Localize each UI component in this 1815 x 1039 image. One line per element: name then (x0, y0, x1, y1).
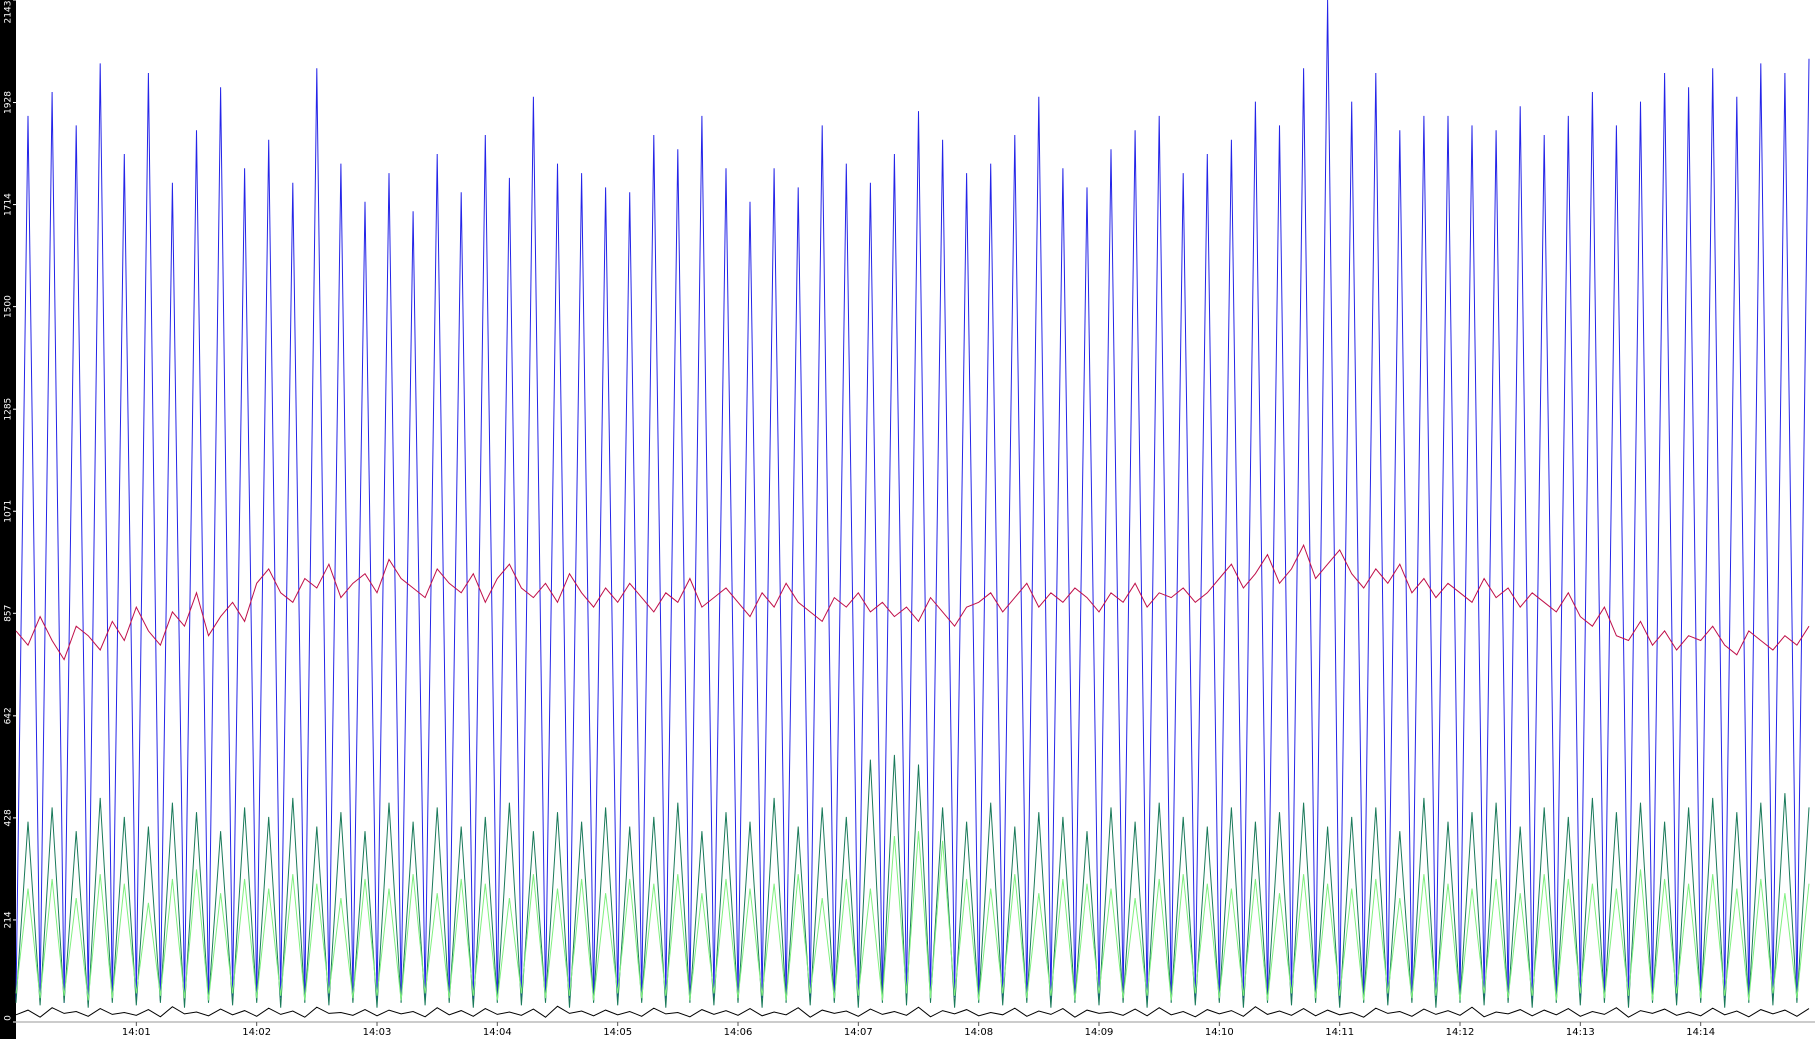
x-tick-label: 14:14 (1686, 1027, 1715, 1038)
y-tick-label: 428 (4, 809, 14, 826)
x-tick-label: 14:11 (1325, 1027, 1354, 1038)
x-tick-label: 14:01 (122, 1027, 151, 1038)
x-tick-label: 14:03 (363, 1027, 392, 1038)
x-tick-label: 14:08 (964, 1027, 993, 1038)
y-tick-label: 1714 (4, 193, 14, 216)
y-tick-label: 857 (4, 605, 14, 622)
y-tick-label: 1285 (4, 398, 14, 421)
x-tick-label: 14:05 (603, 1027, 632, 1038)
y-tick-label: 214 (4, 911, 14, 928)
x-tick-label: 14:07 (844, 1027, 873, 1038)
series-line (15, 543, 1810, 661)
y-tick-label: 1500 (4, 295, 14, 318)
y-tick-label: 1928 (4, 91, 14, 114)
y-tick-label: 1071 (4, 500, 14, 523)
y-axis-strip (0, 0, 16, 1039)
series-line (15, 831, 1810, 1001)
series-line (15, 754, 1810, 1008)
y-tick-label: 2143 (4, 1, 14, 24)
x-tick-label: 14:09 (1085, 1027, 1114, 1038)
series-line (15, 0, 1810, 1003)
y-tick-label: 642 (4, 707, 14, 724)
x-tick-label: 14:10 (1205, 1027, 1234, 1038)
x-tick-label: 14:12 (1446, 1027, 1475, 1038)
x-tick-label: 14:06 (724, 1027, 753, 1038)
y-tick-label: 0 (4, 1015, 14, 1021)
x-tick-label: 14:02 (242, 1027, 271, 1038)
series-line (15, 1005, 1810, 1018)
x-tick-label: 14:13 (1566, 1027, 1595, 1038)
x-tick-label: 14:04 (483, 1027, 512, 1038)
